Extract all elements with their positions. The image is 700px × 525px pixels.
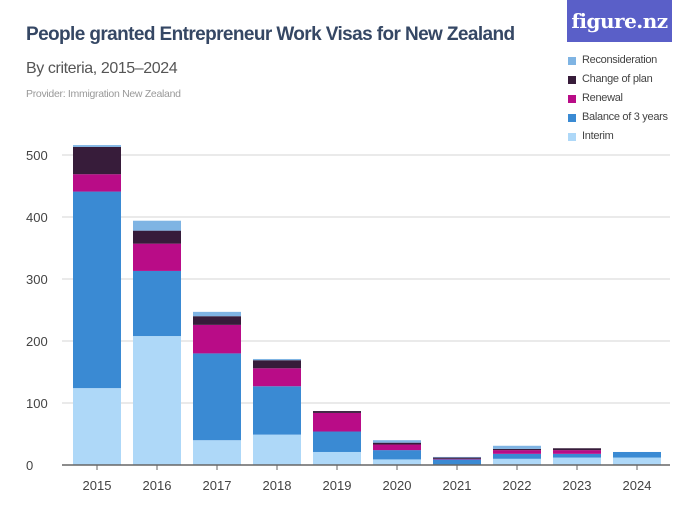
- legend-swatch: [568, 114, 576, 122]
- bar-segment-reconsideration: [193, 311, 241, 317]
- x-tick-label: 2021: [443, 478, 472, 493]
- bar-segment-change-of-plan: [193, 316, 241, 325]
- provider-text: Provider: Immigration New Zealand: [26, 88, 181, 100]
- x-tick-label: 2016: [143, 478, 172, 493]
- bar-segment-renewal: [193, 324, 241, 354]
- legend-item: Interim: [568, 126, 668, 145]
- y-tick-label: 100: [26, 396, 48, 411]
- legend-label: Interim: [582, 129, 614, 142]
- x-tick-label: 2020: [383, 478, 412, 493]
- bar-segment-change-of-plan: [133, 230, 181, 244]
- bar-segment-balance-of-3-years: [493, 453, 541, 459]
- x-tick-label: 2017: [203, 478, 232, 493]
- bar-segment-balance-of-3-years: [433, 459, 481, 465]
- bar-segment-interim: [613, 457, 661, 465]
- legend-item: Balance of 3 years: [568, 107, 668, 126]
- x-tick-label: 2022: [503, 478, 532, 493]
- bar-segment-interim: [253, 434, 301, 465]
- bar-segment-change-of-plan: [253, 360, 301, 369]
- legend-label: Balance of 3 years: [582, 110, 668, 123]
- bar-segment-interim: [133, 336, 181, 465]
- y-tick-label: 400: [26, 210, 48, 225]
- bar-segment-balance-of-3-years: [373, 450, 421, 460]
- legend-swatch: [568, 95, 576, 103]
- legend: Reconsideration Change of plan Renewal Bala…: [568, 50, 668, 145]
- x-tick-label: 2015: [83, 478, 112, 493]
- bar-segment-renewal: [553, 450, 601, 454]
- y-tick-label: 500: [26, 148, 48, 163]
- legend-swatch: [568, 76, 576, 84]
- legend-item: Renewal: [568, 88, 668, 107]
- bar-segment-balance-of-3-years: [613, 451, 661, 458]
- legend-item: Reconsideration: [568, 50, 668, 69]
- bar-segment-interim: [73, 388, 121, 465]
- bar-segment-change-of-plan: [73, 146, 121, 175]
- bar-segment-balance-of-3-years: [133, 270, 181, 337]
- chart-subtitle: By criteria, 2015–2024: [26, 60, 178, 77]
- bar-segment-renewal: [253, 368, 301, 387]
- bar-segment-reconsideration: [73, 145, 121, 147]
- bar-segment-balance-of-3-years: [313, 431, 361, 452]
- legend-label: Reconsideration: [582, 53, 657, 66]
- bar-segment-balance-of-3-years: [553, 453, 601, 458]
- bar-segment-renewal: [73, 174, 121, 192]
- bar-segment-balance-of-3-years: [253, 386, 301, 435]
- bar-segment-interim: [553, 457, 601, 465]
- bar-segment-renewal: [133, 243, 181, 271]
- legend-item: Change of plan: [568, 69, 668, 88]
- bar-segment-interim: [193, 440, 241, 465]
- legend-swatch: [568, 133, 576, 141]
- x-tick-label: 2024: [623, 478, 652, 493]
- x-tick-label: 2019: [323, 478, 352, 493]
- bar-segment-reconsideration: [493, 445, 541, 449]
- bar-segment-reconsideration: [373, 440, 421, 443]
- bar-segment-renewal: [433, 458, 481, 460]
- bar-segment-balance-of-3-years: [193, 353, 241, 441]
- chart-title: People granted Entrepreneur Work Visas f…: [26, 24, 515, 45]
- bar-segment-change-of-plan: [493, 448, 541, 451]
- bar-segment-reconsideration: [133, 220, 181, 231]
- legend-swatch: [568, 57, 576, 65]
- legend-label: Change of plan: [582, 72, 653, 85]
- y-tick-label: 300: [26, 272, 48, 287]
- bar-segment-interim: [313, 451, 361, 465]
- y-tick-label: 200: [26, 334, 48, 349]
- bar-segment-renewal: [313, 412, 361, 432]
- y-tick-label: 0: [26, 458, 33, 473]
- bar-segment-change-of-plan: [433, 457, 481, 459]
- bar-segment-change-of-plan: [373, 442, 421, 445]
- x-tick-label: 2023: [563, 478, 592, 493]
- bar-segment-interim: [493, 458, 541, 465]
- figure-nz-logo[interactable]: figure.nz: [567, 0, 672, 42]
- bar-segment-balance-of-3-years: [73, 191, 121, 389]
- bar-segment-change-of-plan: [553, 448, 601, 451]
- x-tick-label: 2018: [263, 478, 292, 493]
- bar-segment-interim: [373, 459, 421, 465]
- bar-segment-renewal: [493, 450, 541, 454]
- bar-segment-renewal: [373, 444, 421, 451]
- legend-label: Renewal: [582, 91, 623, 104]
- bar-segment-reconsideration: [253, 358, 301, 361]
- bar-segment-reconsideration: [433, 456, 481, 458]
- bar-segment-change-of-plan: [313, 411, 361, 413]
